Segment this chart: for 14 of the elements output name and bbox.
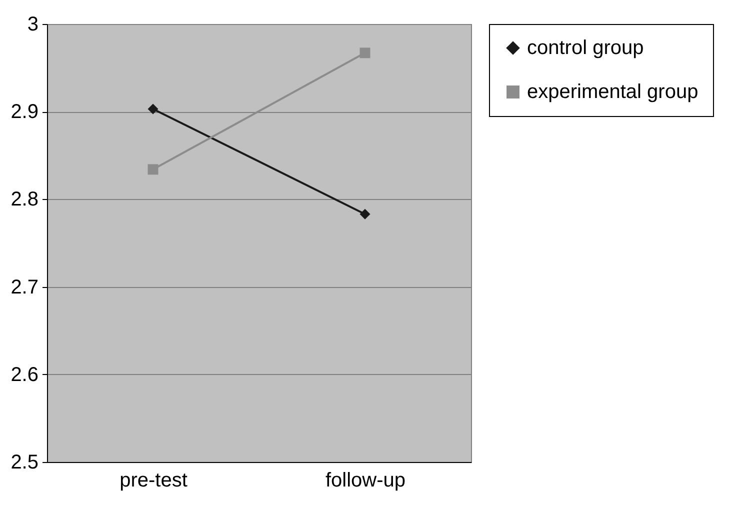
point <box>148 164 158 175</box>
legend-label: experimental group <box>527 81 698 103</box>
y-tick-label: 3 <box>27 14 38 36</box>
point <box>360 208 370 220</box>
point <box>360 48 370 58</box>
legend-label: control group <box>527 37 644 59</box>
y-tick-label: 2.8 <box>10 188 38 211</box>
y-tick-label: 2.9 <box>10 101 38 124</box>
point <box>148 104 158 114</box>
y-tick-label: 2.7 <box>10 276 38 298</box>
x-tick-label: follow-up <box>325 470 406 492</box>
x-tick-label: pre-test <box>120 470 188 492</box>
y-tick-label: 2.5 <box>10 452 38 474</box>
y-tick-label: 2.6 <box>10 364 38 386</box>
